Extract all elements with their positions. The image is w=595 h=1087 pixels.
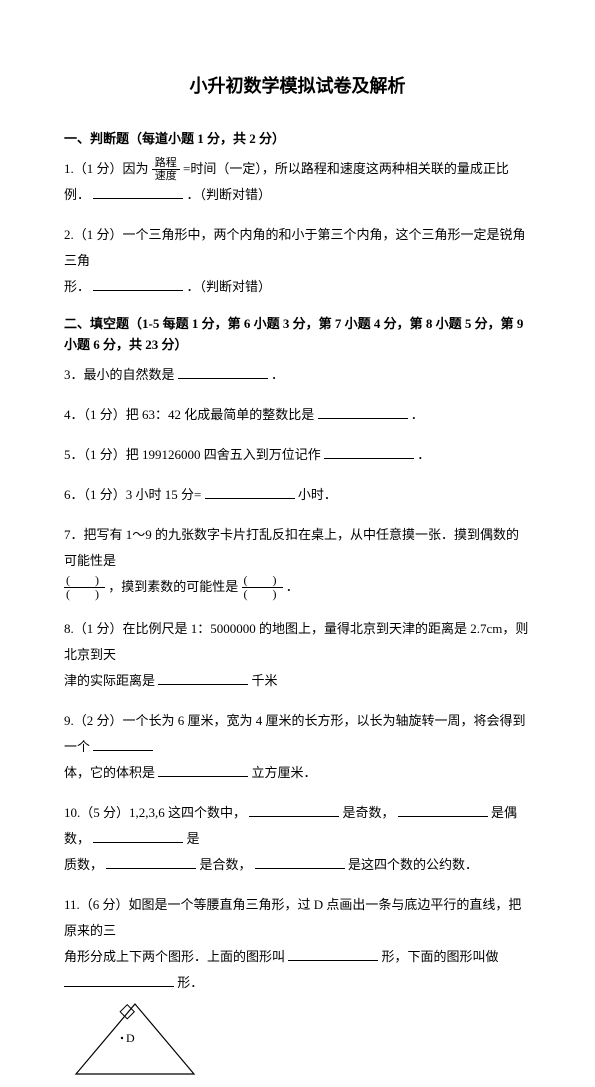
q6-text: 6．（1 分）3 小时 15 分=: [64, 487, 201, 502]
q3-blank[interactable]: [178, 366, 268, 379]
q6-end: 小时．: [298, 487, 337, 502]
q2-blank[interactable]: [93, 278, 183, 291]
q10-text-a: 10.（5 分）1,2,3,6 这四个数中，: [64, 805, 246, 820]
q4-text: 4．（1 分）把 63：42 化成最简单的整数比是: [64, 407, 314, 422]
question-10: 10.（5 分）1,2,3,6 这四个数中， 是奇数， 是偶数， 是 质数， 是…: [64, 800, 531, 878]
q5-blank[interactable]: [324, 446, 414, 459]
q7-end: ．: [286, 579, 299, 594]
q10-blank-2[interactable]: [398, 804, 488, 817]
q11-blank-1[interactable]: [288, 948, 378, 961]
q4-blank[interactable]: [318, 406, 408, 419]
q1-text-b: =时间（一定），所以路程和速度这两种相关联的量成正比: [183, 161, 509, 176]
q10-text-b: 是奇数，: [343, 805, 395, 820]
question-8: 8.（1 分）在比例尺是 1：5000000 的地图上，量得北京到天津的距离是 …: [64, 616, 531, 694]
svg-text:D: D: [126, 1031, 135, 1045]
q1-fraction: 路程 速度: [152, 157, 180, 182]
q3-end: ．: [271, 367, 284, 382]
q10-text-d: 是: [187, 831, 200, 846]
q3-text: 3．最小的自然数是: [64, 367, 175, 382]
question-3: 3．最小的自然数是 ．: [64, 362, 531, 388]
q9-end: 立方厘米．: [252, 765, 317, 780]
q1-text-a: 1.（1 分）因为: [64, 161, 149, 176]
q5-text: 5．（1 分）把 199126000 四舍五入到万位记作: [64, 447, 321, 462]
question-7: 7．把写有 1～9 的九张数字卡片打乱反扣在桌上，从中任意摸一张．摸到偶数的可能…: [64, 522, 531, 602]
q9-text-b: 体，它的体积是: [64, 765, 155, 780]
q11-blank-2[interactable]: [64, 974, 174, 987]
triangle-figure: D: [70, 1000, 531, 1087]
q11-text-c: 形，下面的图形叫做: [382, 949, 499, 964]
q2-text-c: ．（判断对错）: [187, 279, 272, 294]
q8-text-b: 津的实际距离是: [64, 673, 155, 688]
q6-blank[interactable]: [205, 486, 295, 499]
q11-text-b: 角形分成上下两个图形．上面的图形叫: [64, 949, 285, 964]
q10-blank-4[interactable]: [106, 856, 196, 869]
q2-text-a: 2.（1 分）一个三角形中，两个内角的和小于第三个内角，这个三角形一定是锐角三角: [64, 227, 526, 268]
q11-text-a: 11.（6 分）如图是一个等腰直角三角形，过 D 点画出一条与底边平行的直线，把…: [64, 897, 521, 938]
q8-blank[interactable]: [158, 672, 248, 685]
q4-end: ．: [411, 407, 424, 422]
question-4: 4．（1 分）把 63：42 化成最简单的整数比是 ．: [64, 402, 531, 428]
q11-end: 形．: [177, 975, 203, 990]
q7-blank-frac-1[interactable]: ( ) ( ): [64, 574, 105, 601]
q1-frac-num: 路程: [152, 157, 180, 170]
q9-blank-2[interactable]: [158, 764, 248, 777]
q1-text-d: ．（判断对错）: [187, 187, 272, 202]
q1-blank[interactable]: [93, 186, 183, 199]
q10-text-f: 是合数，: [200, 857, 252, 872]
question-6: 6．（1 分）3 小时 15 分= 小时．: [64, 482, 531, 508]
question-1: 1.（1 分）因为 路程 速度 =时间（一定），所以路程和速度这两种相关联的量成…: [64, 156, 531, 209]
question-5: 5．（1 分）把 199126000 四舍五入到万位记作 ．: [64, 442, 531, 468]
q7-text-b: ，摸到素数的可能性是: [108, 579, 238, 594]
q8-end: 千米: [252, 673, 278, 688]
q1-frac-den: 速度: [152, 170, 180, 182]
q8-text-a: 8.（1 分）在比例尺是 1：5000000 的地图上，量得北京到天津的距离是 …: [64, 621, 528, 662]
section1-header: 一、判断题（每道小题 1 分，共 2 分）: [64, 129, 531, 150]
q10-blank-3[interactable]: [93, 830, 183, 843]
q10-blank-1[interactable]: [249, 804, 339, 817]
q1-text-c: 例．: [64, 187, 90, 202]
q2-text-b: 形．: [64, 279, 90, 294]
triangle-svg: D: [70, 1000, 200, 1078]
q10-text-e: 质数，: [64, 857, 103, 872]
question-2: 2.（1 分）一个三角形中，两个内角的和小于第三个内角，这个三角形一定是锐角三角…: [64, 222, 531, 300]
q5-end: ．: [417, 447, 430, 462]
question-9: 9.（2 分）一个长为 6 厘米，宽为 4 厘米的长方形，以长为轴旋转一周，将会…: [64, 708, 531, 786]
q10-text-g: 是这四个数的公约数．: [348, 857, 478, 872]
question-11: 11.（6 分）如图是一个等腰直角三角形，过 D 点画出一条与底边平行的直线，把…: [64, 892, 531, 1087]
q7-blank-frac-2[interactable]: ( ) ( ): [242, 574, 283, 601]
q9-blank-1[interactable]: [93, 738, 153, 751]
q10-blank-5[interactable]: [255, 856, 345, 869]
q7-text-a: 7．把写有 1～9 的九张数字卡片打乱反扣在桌上，从中任意摸一张．摸到偶数的可能…: [64, 527, 519, 568]
page-title: 小升初数学模拟试卷及解析: [64, 72, 531, 101]
section2-header: 二、填空题（1-5 每题 1 分，第 6 小题 3 分，第 7 小题 4 分，第…: [64, 314, 531, 356]
